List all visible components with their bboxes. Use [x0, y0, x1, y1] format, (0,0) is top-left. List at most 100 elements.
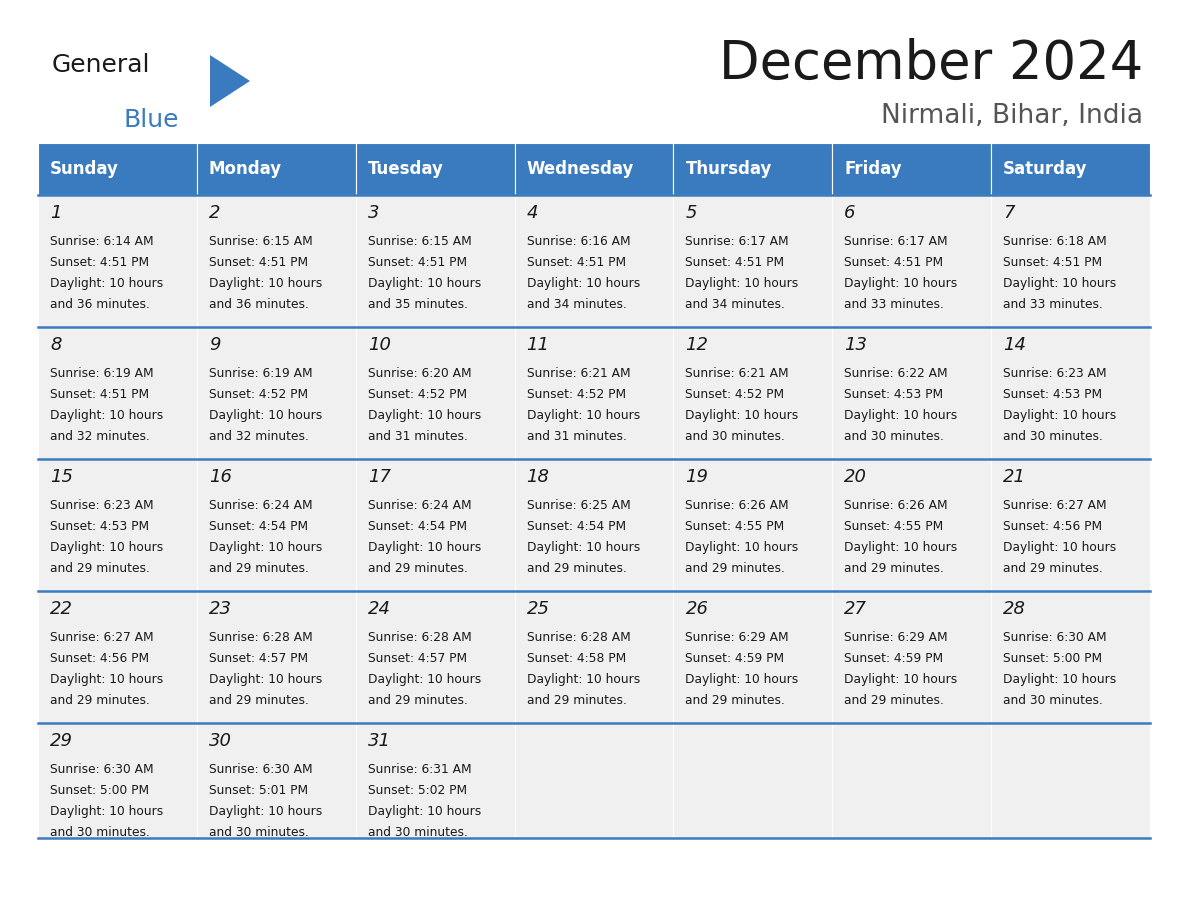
- Text: Sunday: Sunday: [50, 160, 119, 178]
- Text: Daylight: 10 hours: Daylight: 10 hours: [685, 673, 798, 686]
- Text: 26: 26: [685, 600, 708, 618]
- Text: Daylight: 10 hours: Daylight: 10 hours: [1003, 541, 1117, 554]
- Text: and 30 minutes.: and 30 minutes.: [50, 826, 150, 839]
- Polygon shape: [210, 55, 249, 107]
- Text: 13: 13: [845, 336, 867, 354]
- Text: and 29 minutes.: and 29 minutes.: [50, 562, 150, 575]
- Text: Daylight: 10 hours: Daylight: 10 hours: [1003, 673, 1117, 686]
- Text: Daylight: 10 hours: Daylight: 10 hours: [368, 409, 481, 422]
- Text: 14: 14: [1003, 336, 1026, 354]
- Bar: [833, 459, 991, 591]
- Text: Sunset: 4:57 PM: Sunset: 4:57 PM: [368, 652, 467, 665]
- Text: Sunset: 4:56 PM: Sunset: 4:56 PM: [50, 652, 150, 665]
- Text: 22: 22: [50, 600, 72, 618]
- Text: and 33 minutes.: and 33 minutes.: [1003, 298, 1102, 311]
- Text: and 29 minutes.: and 29 minutes.: [50, 694, 150, 707]
- Text: Daylight: 10 hours: Daylight: 10 hours: [50, 277, 163, 290]
- Text: Sunrise: 6:24 AM: Sunrise: 6:24 AM: [368, 499, 472, 512]
- Text: Daylight: 10 hours: Daylight: 10 hours: [209, 541, 322, 554]
- Text: 17: 17: [368, 468, 391, 486]
- Text: Sunset: 5:02 PM: Sunset: 5:02 PM: [368, 784, 467, 797]
- Text: Sunrise: 6:22 AM: Sunrise: 6:22 AM: [845, 367, 948, 380]
- Text: Sunset: 4:59 PM: Sunset: 4:59 PM: [845, 652, 943, 665]
- Text: Sunset: 4:51 PM: Sunset: 4:51 PM: [845, 256, 943, 269]
- Text: 6: 6: [845, 204, 855, 222]
- Text: Sunset: 5:00 PM: Sunset: 5:00 PM: [50, 784, 150, 797]
- Bar: [355, 327, 514, 459]
- Text: Daylight: 10 hours: Daylight: 10 hours: [845, 409, 958, 422]
- Bar: [674, 327, 833, 459]
- Bar: [355, 591, 514, 723]
- Text: Sunrise: 6:31 AM: Sunrise: 6:31 AM: [368, 763, 472, 776]
- Text: Sunset: 4:57 PM: Sunset: 4:57 PM: [209, 652, 308, 665]
- Text: Daylight: 10 hours: Daylight: 10 hours: [526, 541, 640, 554]
- Text: Daylight: 10 hours: Daylight: 10 hours: [1003, 277, 1117, 290]
- Text: Daylight: 10 hours: Daylight: 10 hours: [50, 805, 163, 818]
- Text: and 30 minutes.: and 30 minutes.: [845, 430, 944, 443]
- Text: Daylight: 10 hours: Daylight: 10 hours: [685, 277, 798, 290]
- Bar: [514, 195, 674, 327]
- Text: 4: 4: [526, 204, 538, 222]
- Text: Daylight: 10 hours: Daylight: 10 hours: [209, 277, 322, 290]
- Text: Sunset: 4:58 PM: Sunset: 4:58 PM: [526, 652, 626, 665]
- Bar: [674, 459, 833, 591]
- Text: Sunset: 4:51 PM: Sunset: 4:51 PM: [1003, 256, 1102, 269]
- Bar: [514, 723, 674, 838]
- Text: Sunset: 4:51 PM: Sunset: 4:51 PM: [209, 256, 308, 269]
- Bar: [991, 723, 1150, 838]
- Text: Sunset: 4:51 PM: Sunset: 4:51 PM: [368, 256, 467, 269]
- Text: 9: 9: [209, 336, 220, 354]
- Bar: [38, 591, 197, 723]
- Text: Sunrise: 6:14 AM: Sunrise: 6:14 AM: [50, 235, 153, 248]
- Text: and 29 minutes.: and 29 minutes.: [526, 694, 626, 707]
- Bar: [38, 723, 197, 838]
- Bar: [38, 195, 197, 327]
- Text: and 30 minutes.: and 30 minutes.: [1003, 430, 1102, 443]
- Bar: [38, 459, 197, 591]
- Text: Sunrise: 6:28 AM: Sunrise: 6:28 AM: [526, 631, 631, 644]
- Text: 2: 2: [209, 204, 220, 222]
- Text: 25: 25: [526, 600, 550, 618]
- Bar: [197, 327, 355, 459]
- Text: and 33 minutes.: and 33 minutes.: [845, 298, 944, 311]
- Text: and 36 minutes.: and 36 minutes.: [209, 298, 309, 311]
- Text: 11: 11: [526, 336, 550, 354]
- Text: Daylight: 10 hours: Daylight: 10 hours: [526, 277, 640, 290]
- Text: and 30 minutes.: and 30 minutes.: [1003, 694, 1102, 707]
- Text: Sunrise: 6:26 AM: Sunrise: 6:26 AM: [685, 499, 789, 512]
- Text: 24: 24: [368, 600, 391, 618]
- Text: Sunset: 4:52 PM: Sunset: 4:52 PM: [368, 388, 467, 401]
- Text: Sunset: 4:51 PM: Sunset: 4:51 PM: [50, 388, 150, 401]
- Text: December 2024: December 2024: [719, 38, 1143, 90]
- Text: Sunset: 4:54 PM: Sunset: 4:54 PM: [209, 520, 308, 533]
- Text: and 34 minutes.: and 34 minutes.: [526, 298, 626, 311]
- Text: Sunset: 4:55 PM: Sunset: 4:55 PM: [685, 520, 785, 533]
- Text: Daylight: 10 hours: Daylight: 10 hours: [50, 673, 163, 686]
- Text: Sunrise: 6:21 AM: Sunrise: 6:21 AM: [526, 367, 630, 380]
- Text: Sunrise: 6:24 AM: Sunrise: 6:24 AM: [209, 499, 312, 512]
- Text: Sunset: 4:51 PM: Sunset: 4:51 PM: [685, 256, 784, 269]
- Text: Sunset: 4:52 PM: Sunset: 4:52 PM: [209, 388, 308, 401]
- Text: and 29 minutes.: and 29 minutes.: [845, 562, 944, 575]
- Bar: [674, 195, 833, 327]
- Text: Sunrise: 6:27 AM: Sunrise: 6:27 AM: [50, 631, 153, 644]
- Bar: [833, 591, 991, 723]
- Text: Sunrise: 6:28 AM: Sunrise: 6:28 AM: [368, 631, 472, 644]
- Bar: [674, 723, 833, 838]
- Bar: [355, 459, 514, 591]
- Text: Daylight: 10 hours: Daylight: 10 hours: [50, 541, 163, 554]
- Text: and 32 minutes.: and 32 minutes.: [209, 430, 309, 443]
- Text: and 31 minutes.: and 31 minutes.: [368, 430, 468, 443]
- Bar: [991, 143, 1150, 195]
- Text: and 29 minutes.: and 29 minutes.: [845, 694, 944, 707]
- Text: Sunrise: 6:17 AM: Sunrise: 6:17 AM: [845, 235, 948, 248]
- Text: General: General: [52, 53, 151, 77]
- Bar: [38, 327, 197, 459]
- Text: Sunrise: 6:27 AM: Sunrise: 6:27 AM: [1003, 499, 1107, 512]
- Text: Sunrise: 6:25 AM: Sunrise: 6:25 AM: [526, 499, 631, 512]
- Text: Daylight: 10 hours: Daylight: 10 hours: [368, 541, 481, 554]
- Text: and 30 minutes.: and 30 minutes.: [685, 430, 785, 443]
- Text: Sunrise: 6:23 AM: Sunrise: 6:23 AM: [1003, 367, 1107, 380]
- Text: 12: 12: [685, 336, 708, 354]
- Text: Daylight: 10 hours: Daylight: 10 hours: [526, 409, 640, 422]
